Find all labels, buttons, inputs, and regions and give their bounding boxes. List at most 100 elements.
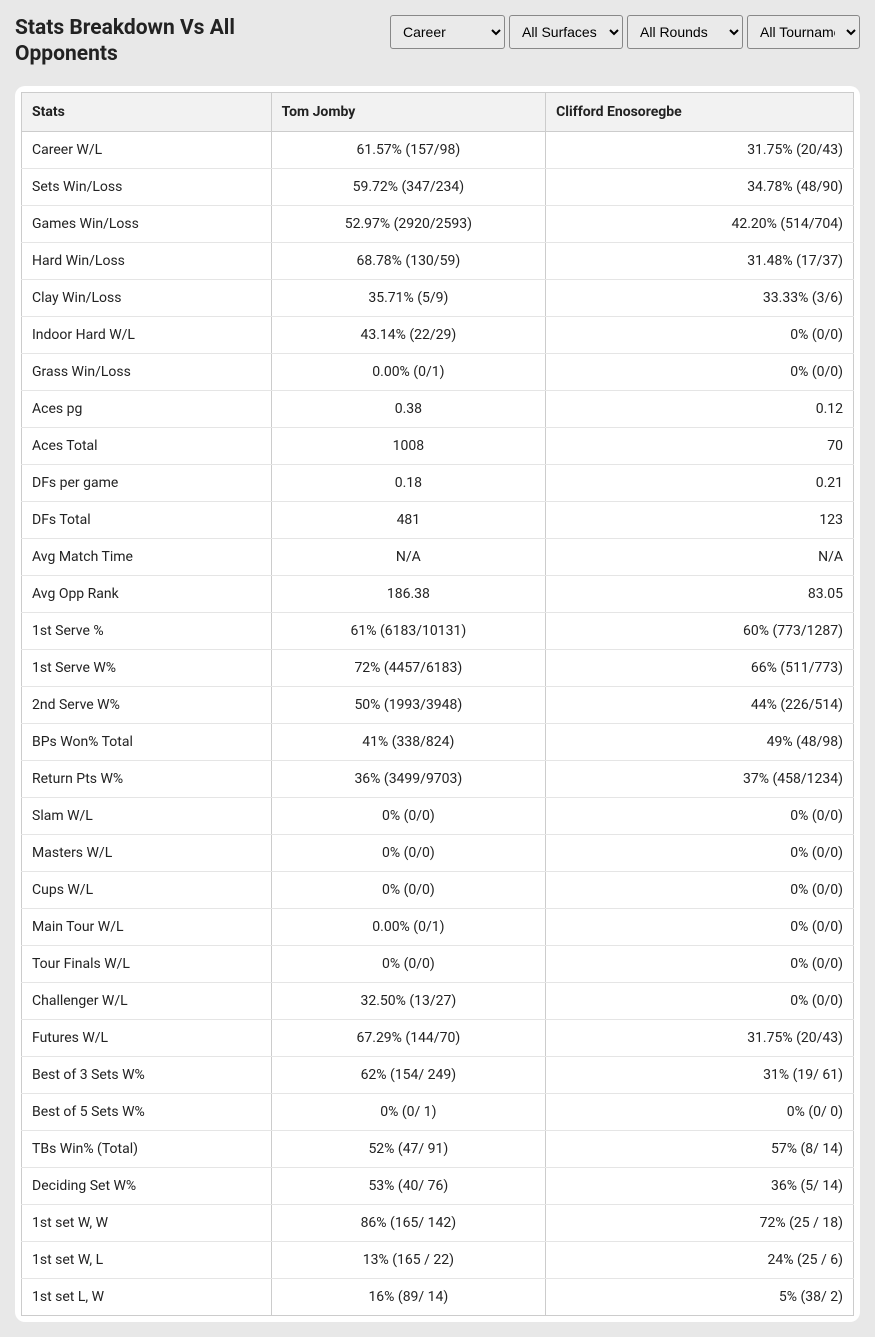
player2-value: 5% (38/ 2) xyxy=(546,1278,854,1315)
player2-value: 66% (511/773) xyxy=(546,649,854,686)
player1-value: 59.72% (347/234) xyxy=(271,168,546,205)
player2-value: 34.78% (48/90) xyxy=(546,168,854,205)
player2-value: 31.48% (17/37) xyxy=(546,242,854,279)
player1-value: 41% (338/824) xyxy=(271,723,546,760)
stat-label: Return Pts W% xyxy=(22,760,272,797)
col-header-player2: Clifford Enosoregbe xyxy=(546,92,854,131)
filters-group: Career All Surfaces All Rounds All Tourn… xyxy=(390,15,860,49)
player2-value: 42.20% (514/704) xyxy=(546,205,854,242)
stat-label: Best of 3 Sets W% xyxy=(22,1056,272,1093)
stat-label: Indoor Hard W/L xyxy=(22,316,272,353)
table-row: 1st set L, W16% (89/ 14)5% (38/ 2) xyxy=(22,1278,854,1315)
stat-label: Tour Finals W/L xyxy=(22,945,272,982)
table-row: DFs per game0.180.21 xyxy=(22,464,854,501)
player2-value: 72% (25 / 18) xyxy=(546,1204,854,1241)
stat-label: Grass Win/Loss xyxy=(22,353,272,390)
page-title: Stats Breakdown Vs All Opponents xyxy=(15,15,315,68)
player1-value: 32.50% (13/27) xyxy=(271,982,546,1019)
player1-value: 52.97% (2920/2593) xyxy=(271,205,546,242)
player2-value: 0% (0/0) xyxy=(546,316,854,353)
stat-label: 1st Serve % xyxy=(22,612,272,649)
table-row: Best of 5 Sets W%0% (0/ 1)0% (0/ 0) xyxy=(22,1093,854,1130)
period-select[interactable]: Career xyxy=(390,15,505,49)
stat-label: 1st set W, L xyxy=(22,1241,272,1278)
stat-label: Avg Opp Rank xyxy=(22,575,272,612)
stats-table: Stats Tom Jomby Clifford Enosoregbe Care… xyxy=(21,92,854,1316)
table-row: Indoor Hard W/L43.14% (22/29)0% (0/0) xyxy=(22,316,854,353)
player1-value: 50% (1993/3948) xyxy=(271,686,546,723)
player2-value: 0% (0/0) xyxy=(546,945,854,982)
table-row: Avg Opp Rank186.3883.05 xyxy=(22,575,854,612)
player2-value: 33.33% (3/6) xyxy=(546,279,854,316)
player2-value: 31.75% (20/43) xyxy=(546,131,854,168)
table-row: Cups W/L0% (0/0)0% (0/0) xyxy=(22,871,854,908)
player1-value: N/A xyxy=(271,538,546,575)
player1-value: 16% (89/ 14) xyxy=(271,1278,546,1315)
player1-value: 61% (6183/10131) xyxy=(271,612,546,649)
table-row: 1st set W, W86% (165/ 142)72% (25 / 18) xyxy=(22,1204,854,1241)
player2-value: 0% (0/0) xyxy=(546,908,854,945)
player2-value: 24% (25 / 6) xyxy=(546,1241,854,1278)
stat-label: Cups W/L xyxy=(22,871,272,908)
player2-value: 0% (0/0) xyxy=(546,871,854,908)
table-row: Futures W/L67.29% (144/70)31.75% (20/43) xyxy=(22,1019,854,1056)
player1-value: 13% (165 / 22) xyxy=(271,1241,546,1278)
stat-label: Masters W/L xyxy=(22,834,272,871)
player1-value: 43.14% (22/29) xyxy=(271,316,546,353)
stat-label: Best of 5 Sets W% xyxy=(22,1093,272,1130)
player1-value: 67.29% (144/70) xyxy=(271,1019,546,1056)
player1-value: 86% (165/ 142) xyxy=(271,1204,546,1241)
player1-value: 68.78% (130/59) xyxy=(271,242,546,279)
player1-value: 0.00% (0/1) xyxy=(271,908,546,945)
player2-value: 37% (458/1234) xyxy=(546,760,854,797)
table-row: Masters W/L0% (0/0)0% (0/0) xyxy=(22,834,854,871)
stat-label: 2nd Serve W% xyxy=(22,686,272,723)
player1-value: 52% (47/ 91) xyxy=(271,1130,546,1167)
stat-label: BPs Won% Total xyxy=(22,723,272,760)
stat-label: 1st Serve W% xyxy=(22,649,272,686)
table-row: 1st set W, L13% (165 / 22)24% (25 / 6) xyxy=(22,1241,854,1278)
stat-label: DFs Total xyxy=(22,501,272,538)
player1-value: 36% (3499/9703) xyxy=(271,760,546,797)
player2-value: 31.75% (20/43) xyxy=(546,1019,854,1056)
player2-value: 0.21 xyxy=(546,464,854,501)
player2-value: 44% (226/514) xyxy=(546,686,854,723)
player2-value: 0% (0/0) xyxy=(546,982,854,1019)
stat-label: Futures W/L xyxy=(22,1019,272,1056)
table-row: Challenger W/L32.50% (13/27)0% (0/0) xyxy=(22,982,854,1019)
col-header-player1: Tom Jomby xyxy=(271,92,546,131)
player2-value: 31% (19/ 61) xyxy=(546,1056,854,1093)
player1-value: 0.38 xyxy=(271,390,546,427)
player1-value: 0% (0/0) xyxy=(271,797,546,834)
stat-label: TBs Win% (Total) xyxy=(22,1130,272,1167)
surface-select[interactable]: All Surfaces xyxy=(509,15,623,49)
stat-label: Games Win/Loss xyxy=(22,205,272,242)
stat-label: Career W/L xyxy=(22,131,272,168)
player2-value: 0% (0/0) xyxy=(546,797,854,834)
rounds-select[interactable]: All Rounds xyxy=(627,15,743,49)
stat-label: Slam W/L xyxy=(22,797,272,834)
player1-value: 0% (0/0) xyxy=(271,871,546,908)
stats-table-container: Stats Tom Jomby Clifford Enosoregbe Care… xyxy=(15,86,860,1322)
player1-value: 0% (0/0) xyxy=(271,945,546,982)
table-row: Avg Match TimeN/AN/A xyxy=(22,538,854,575)
player1-value: 186.38 xyxy=(271,575,546,612)
table-row: BPs Won% Total41% (338/824)49% (48/98) xyxy=(22,723,854,760)
stat-label: Aces pg xyxy=(22,390,272,427)
player2-value: 0% (0/ 0) xyxy=(546,1093,854,1130)
player2-value: 0% (0/0) xyxy=(546,834,854,871)
table-row: DFs Total481123 xyxy=(22,501,854,538)
tournaments-select[interactable]: All Tournaments xyxy=(747,15,860,49)
player1-value: 61.57% (157/98) xyxy=(271,131,546,168)
player1-value: 72% (4457/6183) xyxy=(271,649,546,686)
table-row: Clay Win/Loss35.71% (5/9)33.33% (3/6) xyxy=(22,279,854,316)
table-row: Best of 3 Sets W%62% (154/ 249)31% (19/ … xyxy=(22,1056,854,1093)
table-row: Hard Win/Loss68.78% (130/59)31.48% (17/3… xyxy=(22,242,854,279)
table-row: Career W/L61.57% (157/98)31.75% (20/43) xyxy=(22,131,854,168)
stat-label: Aces Total xyxy=(22,427,272,464)
table-row: TBs Win% (Total)52% (47/ 91)57% (8/ 14) xyxy=(22,1130,854,1167)
player2-value: N/A xyxy=(546,538,854,575)
player2-value: 0% (0/0) xyxy=(546,353,854,390)
table-row: Main Tour W/L0.00% (0/1)0% (0/0) xyxy=(22,908,854,945)
stat-label: Avg Match Time xyxy=(22,538,272,575)
